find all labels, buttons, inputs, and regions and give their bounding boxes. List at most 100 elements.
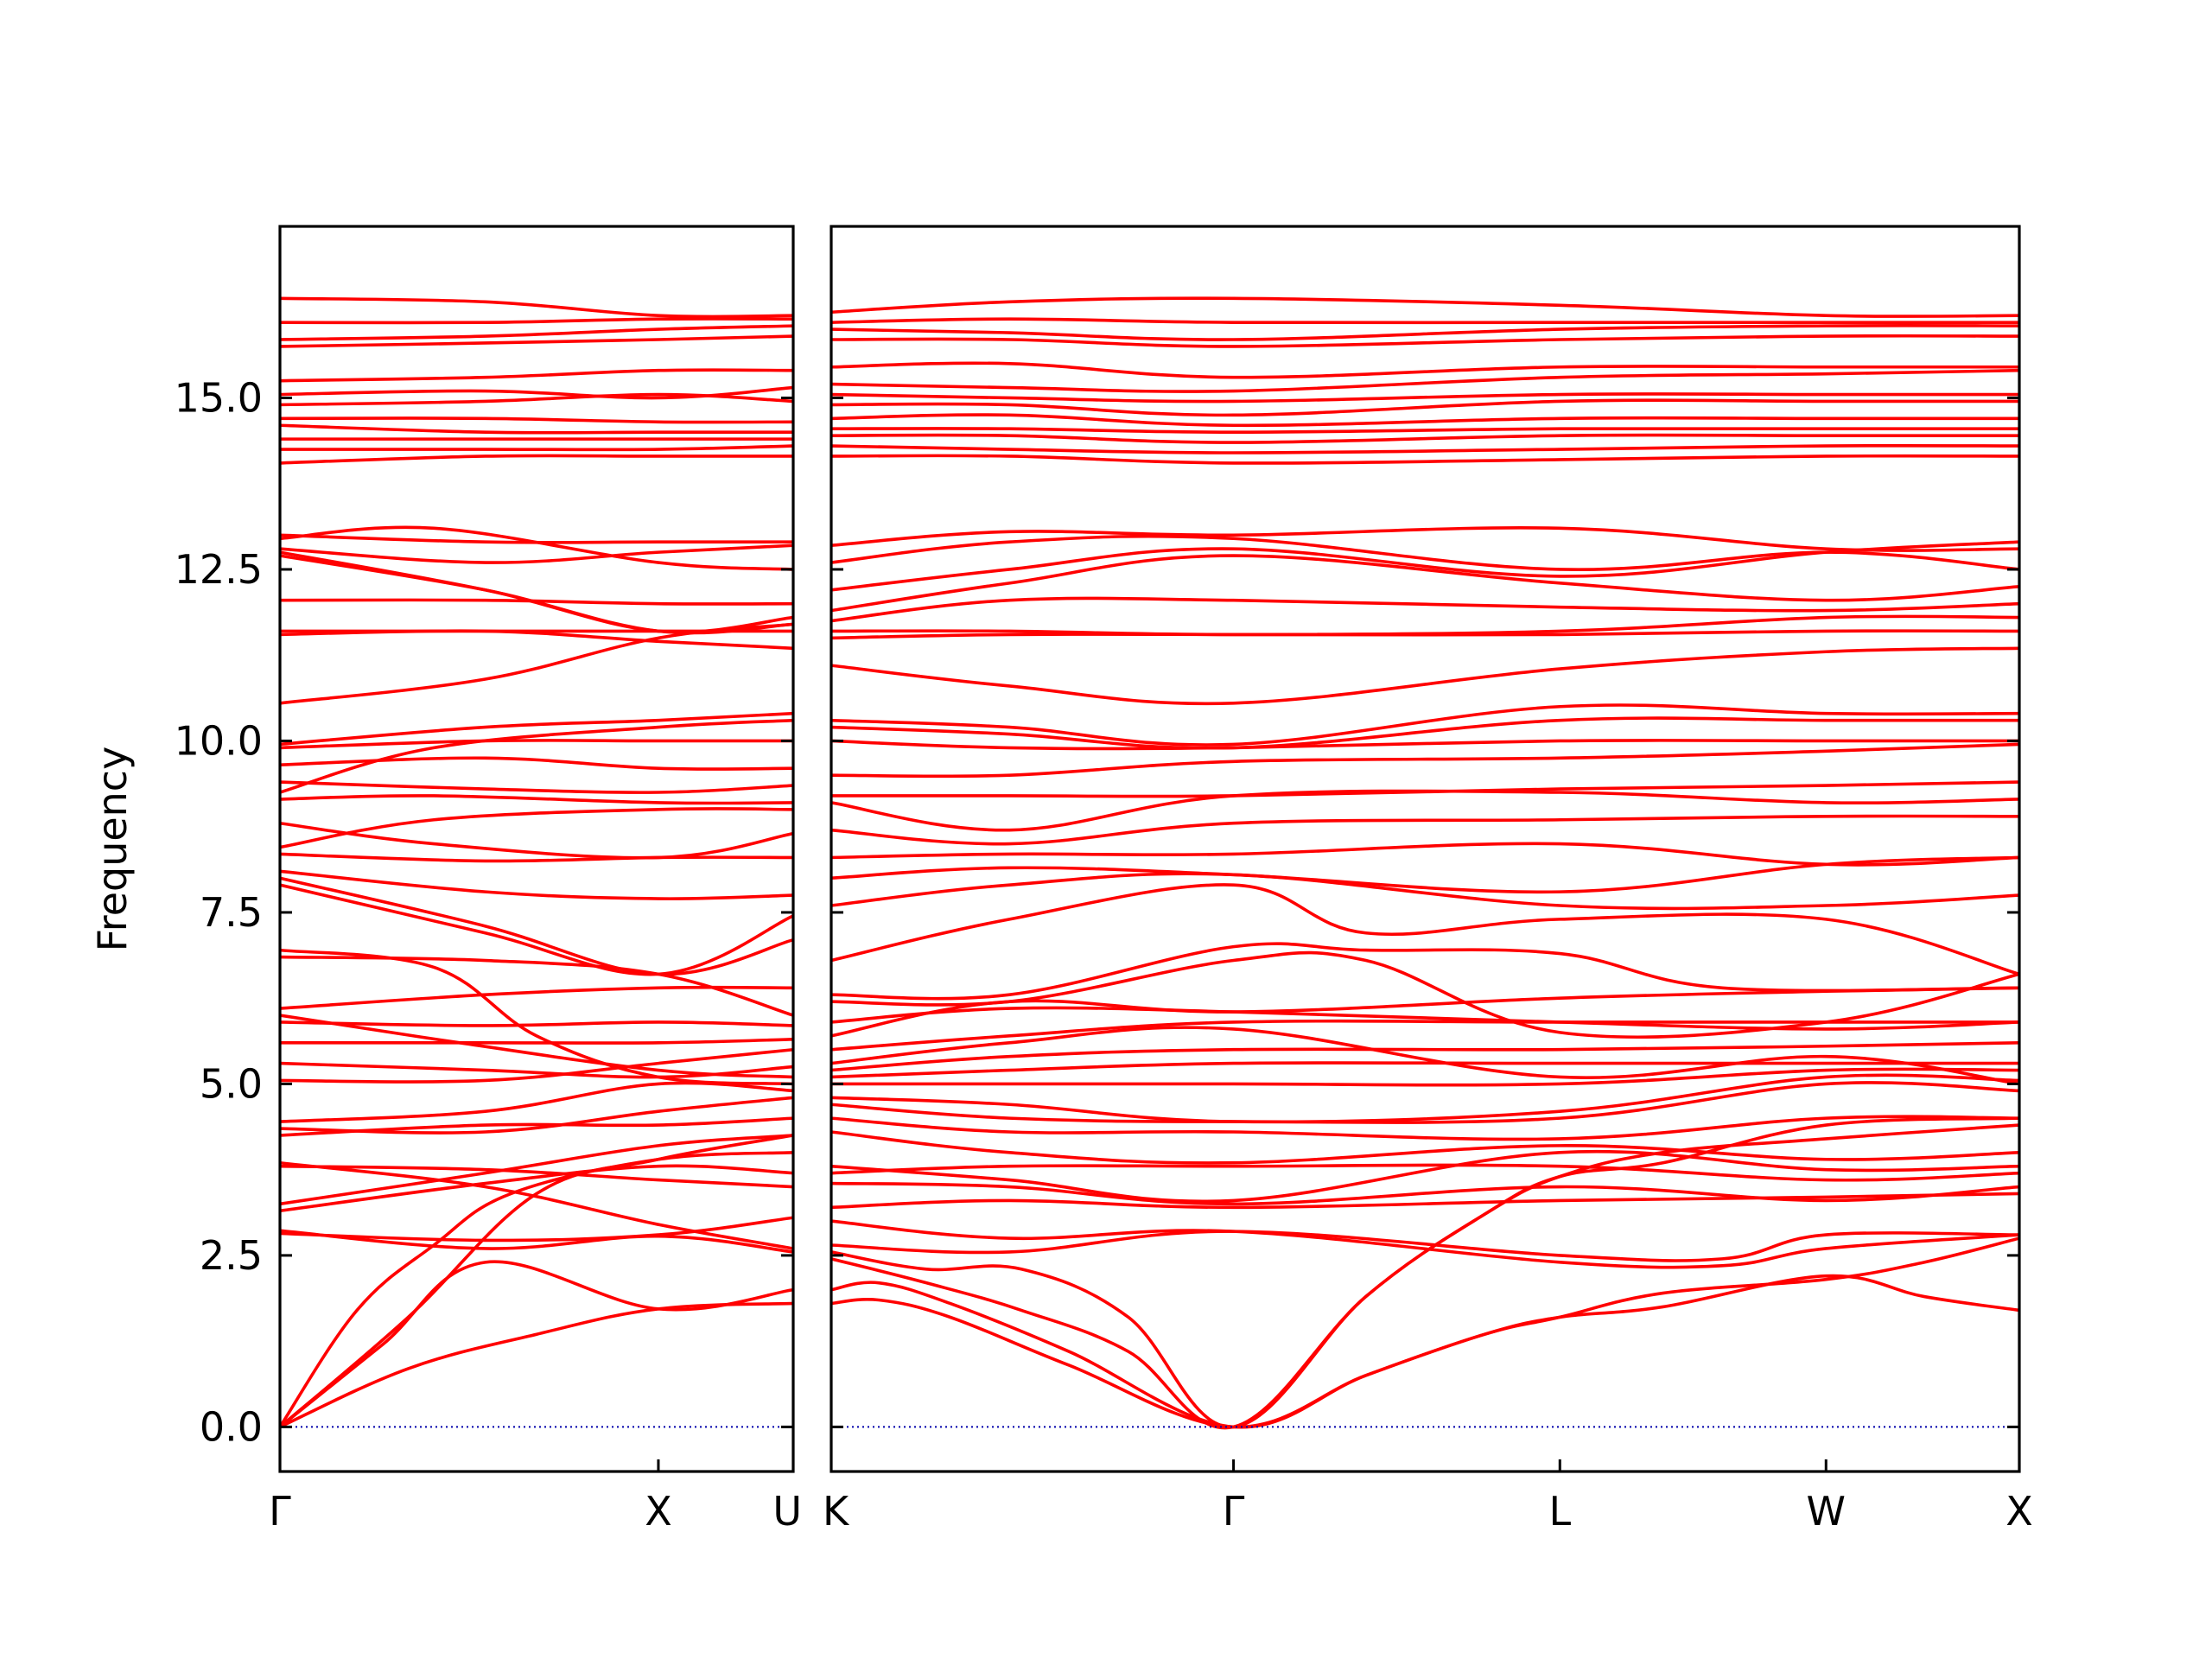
band-line — [831, 427, 2019, 434]
band-line — [831, 1081, 2019, 1124]
band-line — [831, 883, 2019, 976]
panel-frame — [830, 225, 2021, 1473]
band-line — [280, 1229, 793, 1254]
band-line — [280, 423, 793, 435]
band-line — [831, 1115, 2019, 1141]
band-line — [280, 955, 793, 1017]
band-line — [831, 534, 2019, 572]
band-line — [831, 780, 2019, 798]
x-tick-label-k: K — [823, 1488, 850, 1535]
band-line — [831, 716, 2019, 750]
band-line — [831, 1073, 2019, 1124]
band-line — [280, 543, 793, 564]
band-line — [831, 1236, 2019, 1429]
band-line — [831, 1181, 2019, 1206]
bands-group — [280, 296, 793, 1429]
y-tick-label: 5.0 — [200, 1060, 263, 1107]
band-line — [280, 416, 793, 424]
x-tick-label-x: X — [645, 1488, 672, 1535]
y-tick-label: 0.0 — [200, 1403, 263, 1450]
band-line — [831, 1149, 2019, 1204]
band-line — [831, 855, 2019, 894]
band-line — [831, 1061, 2019, 1079]
band-line — [280, 1301, 793, 1429]
band-line — [280, 739, 793, 750]
band-line — [280, 718, 793, 794]
band-line — [280, 711, 793, 747]
band-line — [280, 622, 793, 705]
x-tick-label-gamma: Γ — [1223, 1488, 1245, 1535]
x-tick-label-x: X — [2005, 1488, 2033, 1535]
band-line — [831, 361, 2019, 379]
band-line — [831, 872, 2019, 911]
band-line — [280, 1014, 793, 1079]
band-line — [831, 1192, 2019, 1210]
band-line — [831, 1230, 2019, 1262]
band-line — [831, 950, 2019, 1039]
y-axis-label: Frequency — [89, 747, 136, 952]
band-line — [280, 533, 793, 544]
band-line — [280, 296, 793, 319]
band-line — [831, 1130, 2019, 1165]
band-line — [280, 1160, 793, 1250]
y-tick-label: 10.0 — [175, 717, 263, 764]
band-line — [280, 1164, 793, 1189]
band-line — [831, 526, 2019, 552]
band-line — [831, 1067, 2019, 1087]
band-line — [280, 385, 793, 400]
band-line — [831, 1026, 2019, 1086]
x-tick-label-gamma: Γ — [269, 1488, 291, 1535]
band-line — [831, 842, 2019, 867]
band-line — [831, 646, 2019, 706]
band-line — [280, 883, 793, 976]
band-line — [831, 554, 2019, 613]
band-line — [280, 780, 793, 794]
band-line — [831, 1123, 2019, 1429]
band-line — [280, 454, 793, 465]
band-line — [831, 703, 2019, 747]
band-line — [831, 324, 2019, 341]
band-line — [280, 1134, 793, 1206]
band-line — [280, 334, 793, 348]
band-line — [831, 1219, 2019, 1269]
band-line — [280, 1096, 793, 1135]
y-tick-label: 7.5 — [200, 889, 263, 936]
panel-frame — [278, 225, 795, 1473]
band-line — [831, 614, 2019, 637]
band-line — [280, 550, 793, 634]
x-tick-label-l: L — [1548, 1488, 1571, 1535]
band-line — [280, 794, 793, 805]
band-line — [831, 392, 2019, 404]
band-line — [831, 1006, 2019, 1031]
band-line — [280, 1260, 793, 1428]
band-line — [831, 454, 2019, 465]
band-line — [280, 1151, 793, 1428]
band-line — [831, 413, 2019, 428]
y-tick-label: 15.0 — [175, 374, 263, 421]
band-line — [831, 296, 2019, 318]
bands-group — [831, 296, 2019, 1430]
band-line — [831, 443, 2019, 454]
x-tick-label-w: W — [1807, 1488, 1846, 1535]
band-line — [831, 368, 2019, 393]
band-line — [831, 1163, 2019, 1182]
band-line — [280, 317, 793, 325]
band-line — [280, 1216, 793, 1243]
band-line — [280, 869, 793, 900]
y-tick-label: 2.5 — [200, 1232, 263, 1279]
band-line — [831, 317, 2019, 325]
band-line — [280, 1134, 793, 1428]
band-line — [280, 392, 793, 407]
band-line — [831, 742, 2019, 779]
y-tick-label: 12.5 — [175, 546, 263, 593]
x-tick-label-u: U — [772, 1488, 802, 1535]
band-line — [831, 1040, 2019, 1072]
band-line — [280, 1081, 793, 1123]
band-line — [280, 1061, 793, 1079]
band-line — [831, 596, 2019, 623]
band-line — [831, 334, 2019, 348]
panel-1: 0.0 2.5 5.0 7.5 10.0 12.5 15.0 Γ X U — [175, 225, 802, 1535]
